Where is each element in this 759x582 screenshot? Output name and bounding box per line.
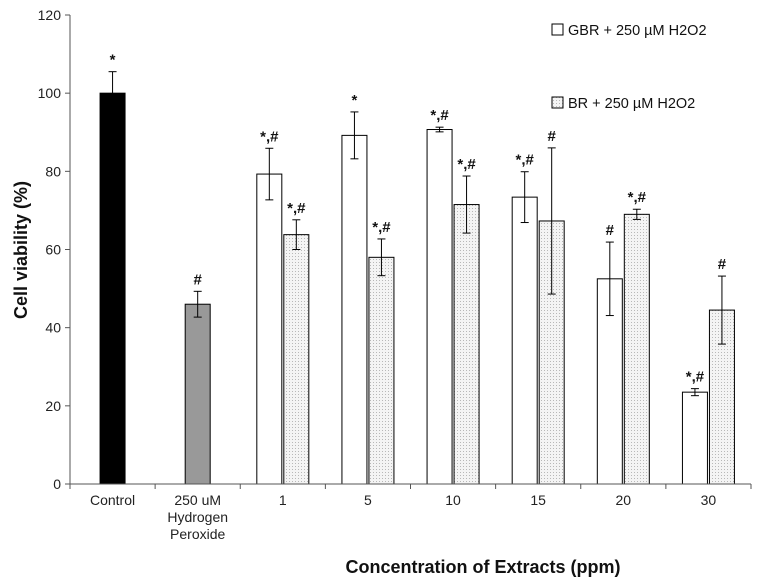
x-tick-label: 30 — [701, 492, 717, 508]
series0-1-bar — [256, 173, 283, 485]
series1-15-significance-label: # — [548, 128, 557, 145]
x-tick-label: 15 — [530, 492, 546, 508]
series0-5-significance-label: * — [352, 92, 358, 109]
single-0-significance-label: * — [110, 52, 116, 69]
series0-5-bar — [341, 134, 368, 485]
y-tick-label: 80 — [45, 163, 61, 179]
x-tick-label: 5 — [364, 492, 372, 508]
series0-30-significance-label: *,# — [686, 369, 705, 386]
series0-1-significance-label: *,# — [260, 128, 279, 145]
series0-10-bar — [426, 129, 453, 485]
x-tick-label: 250 uM Hydrogen Peroxide — [167, 492, 228, 542]
single-1-significance-label: # — [194, 271, 203, 288]
series1-20-significance-label: *,# — [628, 189, 647, 206]
series0-15-significance-label: *,# — [516, 152, 535, 169]
series1-10-significance-label: *,# — [457, 156, 476, 173]
series1-1-bar — [283, 234, 310, 485]
legend-swatch-br — [551, 96, 564, 109]
x-tick-label: 1 — [279, 492, 287, 508]
legend: GBR + 250 µM H2O2 BR + 250 µM H2O2 — [551, 23, 707, 112]
y-tick-label: 20 — [45, 398, 61, 414]
x-tick-label: 10 — [445, 492, 461, 508]
y-tick-label: 100 — [38, 85, 62, 101]
y-tick-label: 120 — [38, 7, 62, 23]
axes — [65, 14, 752, 489]
series1-5-bar — [368, 256, 395, 485]
series0-30-bar — [681, 391, 708, 485]
error-bars-layer — [108, 71, 726, 397]
legend-label-gbr: GBR + 250 µM H2O2 — [568, 23, 707, 39]
y-tick-labels: 0 20 40 60 80 100 120 — [38, 7, 62, 492]
significance-annotations: * # *,# * *,# *,# # *,# *,# *,# *,# # *,# # — [110, 52, 727, 386]
single-1-bar — [184, 303, 211, 485]
y-axis-title: Cell viability (%) — [11, 181, 31, 319]
y-tick-label: 40 — [45, 320, 61, 336]
y-tick-label: 60 — [45, 242, 61, 258]
y-tick-label: 0 — [53, 476, 61, 492]
x-axis-title: Concentration of Extracts (ppm) — [345, 557, 620, 577]
series1-20-bar — [623, 213, 650, 485]
series1-5-significance-label: *,# — [372, 219, 391, 236]
x-tick-label: Control — [90, 492, 135, 508]
legend-swatch-gbr — [551, 23, 564, 36]
series1-10-bar — [453, 204, 480, 485]
legend-label-br: BR + 250 µM H2O2 — [568, 96, 695, 112]
series1-30-significance-label: # — [718, 256, 727, 273]
series0-20-significance-label: # — [606, 222, 615, 239]
bars-layer — [99, 92, 735, 485]
series0-10-significance-label: *,# — [430, 107, 449, 124]
x-tick-label: 20 — [616, 492, 632, 508]
series0-15-bar — [511, 196, 538, 485]
series1-1-significance-label: *,# — [287, 200, 306, 217]
single-0-bar — [99, 92, 126, 485]
